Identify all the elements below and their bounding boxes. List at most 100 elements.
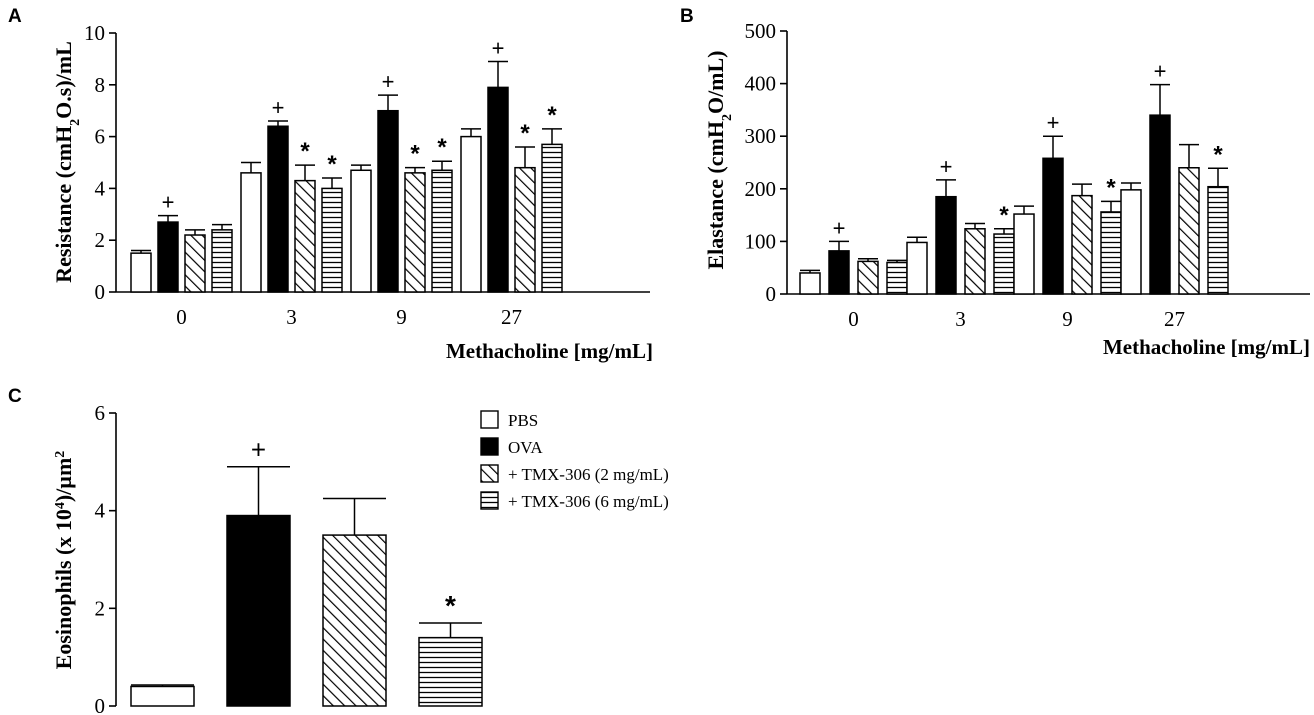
panel-b-y-tick-label: 400 bbox=[745, 72, 777, 96]
panel-b-significance-mark-ova-27: + bbox=[1154, 59, 1167, 84]
panel-a-y-tick-label: 8 bbox=[95, 73, 106, 97]
panel-c-bar-tmx-2 bbox=[322, 534, 387, 707]
panel-b-bar-tmx-2-27 bbox=[1178, 167, 1200, 295]
panel-b-y-tick-label: 300 bbox=[745, 124, 777, 148]
legend-label-ova: OVA bbox=[508, 438, 543, 457]
panel-b-x-tick-label: 0 bbox=[848, 307, 859, 331]
panel-b-bar-tmx-6-0 bbox=[886, 261, 908, 295]
legend: PBS OVA + TMX-306 (2 mg/mL) + TMX-306 (6… bbox=[480, 410, 669, 511]
panel-a-bar-pbs-3 bbox=[240, 172, 262, 293]
panel-label-c: C bbox=[8, 386, 22, 407]
panel-b-bar-ova-3 bbox=[935, 195, 957, 295]
legend-label-tmx-6: + TMX-306 (6 mg/mL) bbox=[508, 492, 669, 511]
panel-b-y-tick-label: 100 bbox=[745, 229, 777, 253]
panel-a-significance-mark-tmx-2-9: * bbox=[410, 141, 420, 168]
panel-a-significance-mark-ova-0: + bbox=[162, 190, 175, 215]
panel-b-bar-tmx-6-27 bbox=[1207, 185, 1229, 295]
panel-label-a: A bbox=[8, 6, 22, 27]
panel-b-bar-pbs-3 bbox=[906, 241, 928, 295]
legend-label-pbs: PBS bbox=[508, 411, 538, 430]
panel-b-y-tick-label: 500 bbox=[745, 19, 777, 43]
panel-a-bar-tmx-2-9 bbox=[404, 172, 426, 293]
panel-b-significance-mark-ova-9: + bbox=[1047, 110, 1060, 135]
panel-a-bar-tmx-2-3 bbox=[294, 179, 316, 293]
panel-a-y-tick-label: 6 bbox=[95, 125, 106, 149]
y-axis-title-a: Resistance (cmH2O.s)/mL bbox=[51, 41, 83, 283]
panel-c-significance-mark-ova: + bbox=[251, 435, 266, 465]
panel-a-resistance-chart: A Resistance (cmH2O.s)/mL Methacholine [… bbox=[8, 6, 653, 363]
panel-a-y-tick-label: 4 bbox=[95, 176, 106, 200]
panel-c-y-tick-label: 2 bbox=[95, 596, 106, 620]
y-axis-title-b: Elastance (cmH2O/mL) bbox=[703, 50, 735, 269]
panel-a-significance-mark-ova-9: + bbox=[382, 69, 395, 94]
panel-b-y-tick-label: 200 bbox=[745, 177, 777, 201]
panel-a-x-tick-label: 27 bbox=[501, 305, 522, 329]
panel-a-bar-tmx-6-3 bbox=[321, 187, 343, 293]
panel-c-significance-mark-tmx-6: * bbox=[445, 590, 456, 621]
x-axis-title-b: Methacholine [mg/mL] bbox=[1103, 335, 1310, 359]
panel-a-bar-ova-0 bbox=[157, 221, 179, 293]
panel-b-bar-pbs-27 bbox=[1120, 189, 1142, 295]
panel-b-significance-mark-ova-0: + bbox=[833, 215, 846, 240]
panel-a-significance-mark-ova-3: + bbox=[272, 95, 285, 120]
panel-a-bar-tmx-6-27 bbox=[541, 143, 563, 293]
panel-a-bar-tmx-2-0 bbox=[184, 234, 206, 293]
panel-b-bar-pbs-0 bbox=[799, 272, 821, 295]
panel-b-x-tick-label: 3 bbox=[955, 307, 966, 331]
panel-c-bar-tmx-6 bbox=[418, 636, 483, 707]
panel-b-bar-pbs-9 bbox=[1013, 213, 1035, 295]
panel-a-bar-pbs-0 bbox=[130, 252, 152, 293]
legend-swatch-pbs bbox=[480, 410, 499, 429]
panel-b-bar-ova-27 bbox=[1149, 114, 1171, 295]
panel-c-y-tick-label: 6 bbox=[95, 401, 106, 425]
panel-c-bar-ova bbox=[226, 514, 291, 707]
panel-a-bar-ova-27 bbox=[487, 86, 509, 293]
panel-a-bar-pbs-27 bbox=[460, 135, 482, 293]
panel-b-bar-ova-9 bbox=[1042, 157, 1064, 295]
panel-a-bar-ova-9 bbox=[377, 109, 399, 293]
panel-a-y-tick-label: 2 bbox=[95, 228, 106, 252]
x-axis-title-a: Methacholine [mg/mL] bbox=[446, 339, 653, 363]
panel-a-bar-ova-3 bbox=[267, 125, 289, 293]
panel-c-eosinophils-chart: C Eosinophils (x 104)/µm2 0 2 4 6 + * bbox=[8, 386, 483, 715]
panel-a-x-tick-label: 0 bbox=[176, 305, 187, 329]
panel-a-bar-tmx-2-27 bbox=[514, 166, 536, 293]
panel-b-significance-mark-tmx-6-3: * bbox=[999, 202, 1009, 229]
panel-b-x-tick-label: 9 bbox=[1062, 307, 1073, 331]
panel-a-x-tick-label: 9 bbox=[396, 305, 407, 329]
panel-c-bar-pbs bbox=[130, 685, 195, 707]
panel-b-y-tick-label: 0 bbox=[766, 282, 777, 306]
panel-c-y-tick-label: 0 bbox=[95, 694, 106, 715]
panel-a-significance-mark-tmx-6-9: * bbox=[437, 134, 447, 161]
panel-b-bar-tmx-2-0 bbox=[857, 260, 879, 295]
panel-b-significance-mark-tmx-6-9: * bbox=[1106, 174, 1116, 201]
y-axis-title-c: Eosinophils (x 104)/µm2 bbox=[51, 451, 76, 670]
panel-a-bar-tmx-6-0 bbox=[211, 229, 233, 293]
panel-a-y-tick-label: 0 bbox=[95, 280, 106, 304]
panel-a-significance-mark-tmx-2-27: * bbox=[520, 120, 530, 147]
panel-b-elastance-chart: B Elastance (cmH2O/mL) Methacholine [mg/… bbox=[680, 6, 1310, 359]
panel-a-significance-mark-tmx-2-3: * bbox=[300, 138, 310, 165]
panel-a-y-tick-label: 10 bbox=[84, 21, 105, 45]
panel-label-b: B bbox=[680, 6, 694, 27]
legend-swatch-ova bbox=[480, 437, 499, 456]
panel-a-significance-mark-tmx-6-27: * bbox=[547, 102, 557, 129]
panel-a-bar-tmx-6-9 bbox=[431, 169, 453, 293]
panel-b-bar-tmx-6-3 bbox=[993, 233, 1015, 295]
panel-b-x-tick-label: 27 bbox=[1164, 307, 1185, 331]
panel-b-significance-mark-ova-3: + bbox=[940, 154, 953, 179]
panel-b-bar-tmx-2-9 bbox=[1071, 194, 1093, 295]
panel-a-significance-mark-tmx-6-3: * bbox=[327, 151, 337, 178]
panel-c-y-tick-label: 4 bbox=[95, 499, 106, 523]
panel-a-bar-pbs-9 bbox=[350, 169, 372, 293]
legend-swatch-tmx-6 bbox=[480, 491, 499, 510]
panel-b-bar-tmx-2-3 bbox=[964, 228, 986, 295]
panel-b-significance-mark-tmx-6-27: * bbox=[1213, 141, 1223, 168]
legend-swatch-tmx-2 bbox=[480, 464, 499, 483]
legend-label-tmx-2: + TMX-306 (2 mg/mL) bbox=[508, 465, 669, 484]
panel-a-x-tick-label: 3 bbox=[286, 305, 297, 329]
panel-b-bar-ova-0 bbox=[828, 250, 850, 295]
panel-a-significance-mark-ova-27: + bbox=[492, 35, 505, 60]
panel-b-bar-tmx-6-9 bbox=[1100, 211, 1122, 295]
